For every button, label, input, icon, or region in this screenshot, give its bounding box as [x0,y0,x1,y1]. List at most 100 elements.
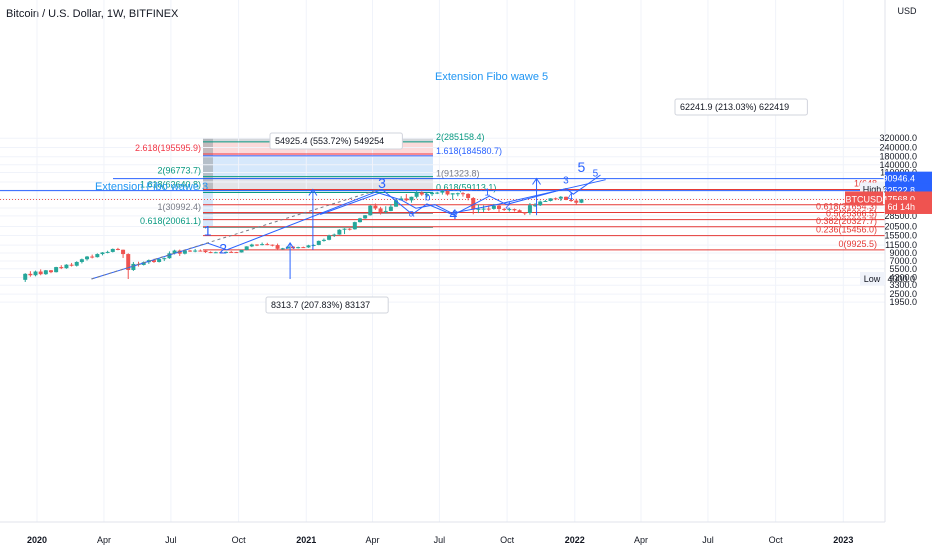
candle-body [260,244,265,246]
candle-body [244,246,249,250]
candle-body [126,254,131,270]
wave-label: 3 [378,175,386,191]
wave-label: 1 [204,222,212,238]
wave-label: 2 [219,241,227,257]
y-tick-label: 15500.0 [884,230,917,240]
badge-tag: Low [864,274,881,284]
candle-body [476,208,481,210]
measure-1-label: 8313.7 (207.83%) 83137 [271,300,370,310]
measure-2-arrowhead [308,188,318,196]
candle-body [497,205,502,209]
candle-body [460,193,465,195]
candle-body [424,194,429,196]
candle-body [229,251,234,253]
candle-body [311,244,316,246]
candle-body [486,208,491,210]
wave-label: 5 [578,159,586,175]
candle-body [378,208,383,212]
badge-value: 47568.0 [882,194,915,204]
fib-ext1-label: 1.618(62640.8) [140,180,201,190]
measure-3-arrowhead [532,177,541,185]
wave-label: a [409,209,415,220]
wave-label: 4 [568,192,574,203]
x-tick-label: 2021 [296,535,316,545]
candle-body [198,250,203,252]
candle-body [394,200,399,207]
candle-body [193,250,198,252]
candle-body [105,251,110,253]
x-tick-label: 2020 [27,535,47,545]
wave-label: 5 [593,169,599,180]
fib-ext1-label: 1(30992.4) [157,202,201,212]
x-tick-label: Jul [434,535,446,545]
y-tick-label: 1950.0 [889,297,917,307]
badge-value: 90946.4 [882,174,915,184]
candle-body [301,247,306,249]
candle-body [399,198,404,201]
candle-body [54,267,59,273]
candle-body [141,262,146,265]
candle-body [558,196,563,199]
candle-body [131,263,136,270]
candle-body [332,234,337,236]
candle-body [59,267,64,269]
fib-ret-label: 0.5(25366.5) [826,209,877,219]
y-tick-label: 3300.0 [889,280,917,290]
candle-body [517,210,522,213]
candle-body [363,215,368,219]
candle-body [90,256,95,258]
candle-body [435,192,440,194]
x-tick-label: Jul [702,535,714,545]
candle-body [64,264,69,269]
candle-body [249,244,254,247]
fib-zone-blue [203,155,433,177]
wave-label: 1 [484,187,490,198]
candle-body [502,208,507,210]
candle-body [414,192,419,197]
badge-value-bg [885,199,932,214]
candle-body [352,222,357,230]
badge-value: 62522.8 [882,186,915,196]
candle-body [450,193,455,195]
x-tick-label: Apr [97,535,111,545]
fib-ext2-label: 1(91323.8) [436,169,480,179]
fib-zone-gray-mid [203,176,433,191]
wave-label: 2 [505,200,511,211]
candle-body [430,192,435,195]
badge-tag-bg [860,272,885,286]
candle-body [507,209,512,211]
x-tick-label: Apr [365,535,379,545]
x-tick-label: Jul [165,535,177,545]
candle-body [522,212,527,214]
candle-body [275,245,280,249]
candle-body [538,201,543,206]
candle-body [208,252,213,254]
candle-body [337,229,342,235]
price-axis-bg [885,0,932,550]
wave-label: c [452,208,457,219]
candle-body [43,270,48,275]
badge-tag: High [863,185,882,195]
y-tick-label: 320000.0 [879,133,917,143]
candle-body [69,264,74,266]
wave-label: 3 [563,176,569,187]
fib-ret-label: 0.382(20327.7) [816,216,877,226]
measure-2-label: 54925.4 (553.72%) 549254 [275,136,384,146]
candle-body [100,252,105,255]
candle-body [234,252,239,254]
y-tick-label: 9000.0 [889,248,917,258]
candle-body [321,239,326,241]
candle-body [296,247,301,249]
candle-body [466,193,471,198]
candle-body [254,244,259,246]
x-tick-label: 2023 [833,535,853,545]
time-axis-bg [0,522,932,550]
candle-body [574,200,579,203]
candle-body [28,273,33,276]
y-tick-label: 240000.0 [879,142,917,152]
measure-1-arrowhead [285,241,295,250]
candle-body [188,250,193,252]
trend-dashed-line [91,189,380,280]
